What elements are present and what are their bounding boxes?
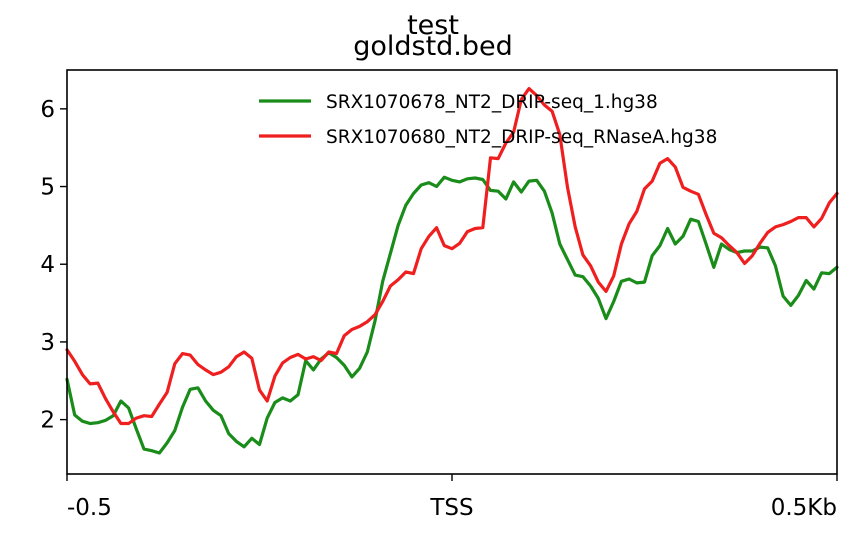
x-tick-label: -0.5	[67, 495, 112, 521]
x-tick-label: TSS	[429, 495, 473, 521]
legend: SRX1070678_NT2_DRIP-seq_1.hg38 SRX1070680…	[259, 92, 717, 148]
x-tick-label: 0.5Kb	[771, 495, 837, 521]
series-line-2	[65, 86, 839, 426]
y-tick-label: 4	[40, 252, 55, 278]
legend-label-1: SRX1070678_NT2_DRIP-seq_1.hg38	[326, 92, 658, 113]
series-line-1	[65, 175, 839, 455]
y-tick-label: 2	[40, 408, 55, 434]
y-tick-label: 6	[40, 97, 55, 123]
series-lines	[65, 86, 839, 455]
y-tick-label: 3	[40, 330, 55, 356]
chart-title: test	[407, 10, 459, 41]
y-tick-label: 5	[40, 175, 55, 201]
chart-subtitle: goldstd.bed	[353, 31, 513, 62]
legend-label-2: SRX1070680_NT2_DRIP-seq_RNaseA.hg38	[326, 127, 717, 148]
y-axis: 2 3 4 5 6	[40, 97, 67, 434]
x-axis: -0.5 TSS 0.5Kb	[66, 474, 838, 521]
